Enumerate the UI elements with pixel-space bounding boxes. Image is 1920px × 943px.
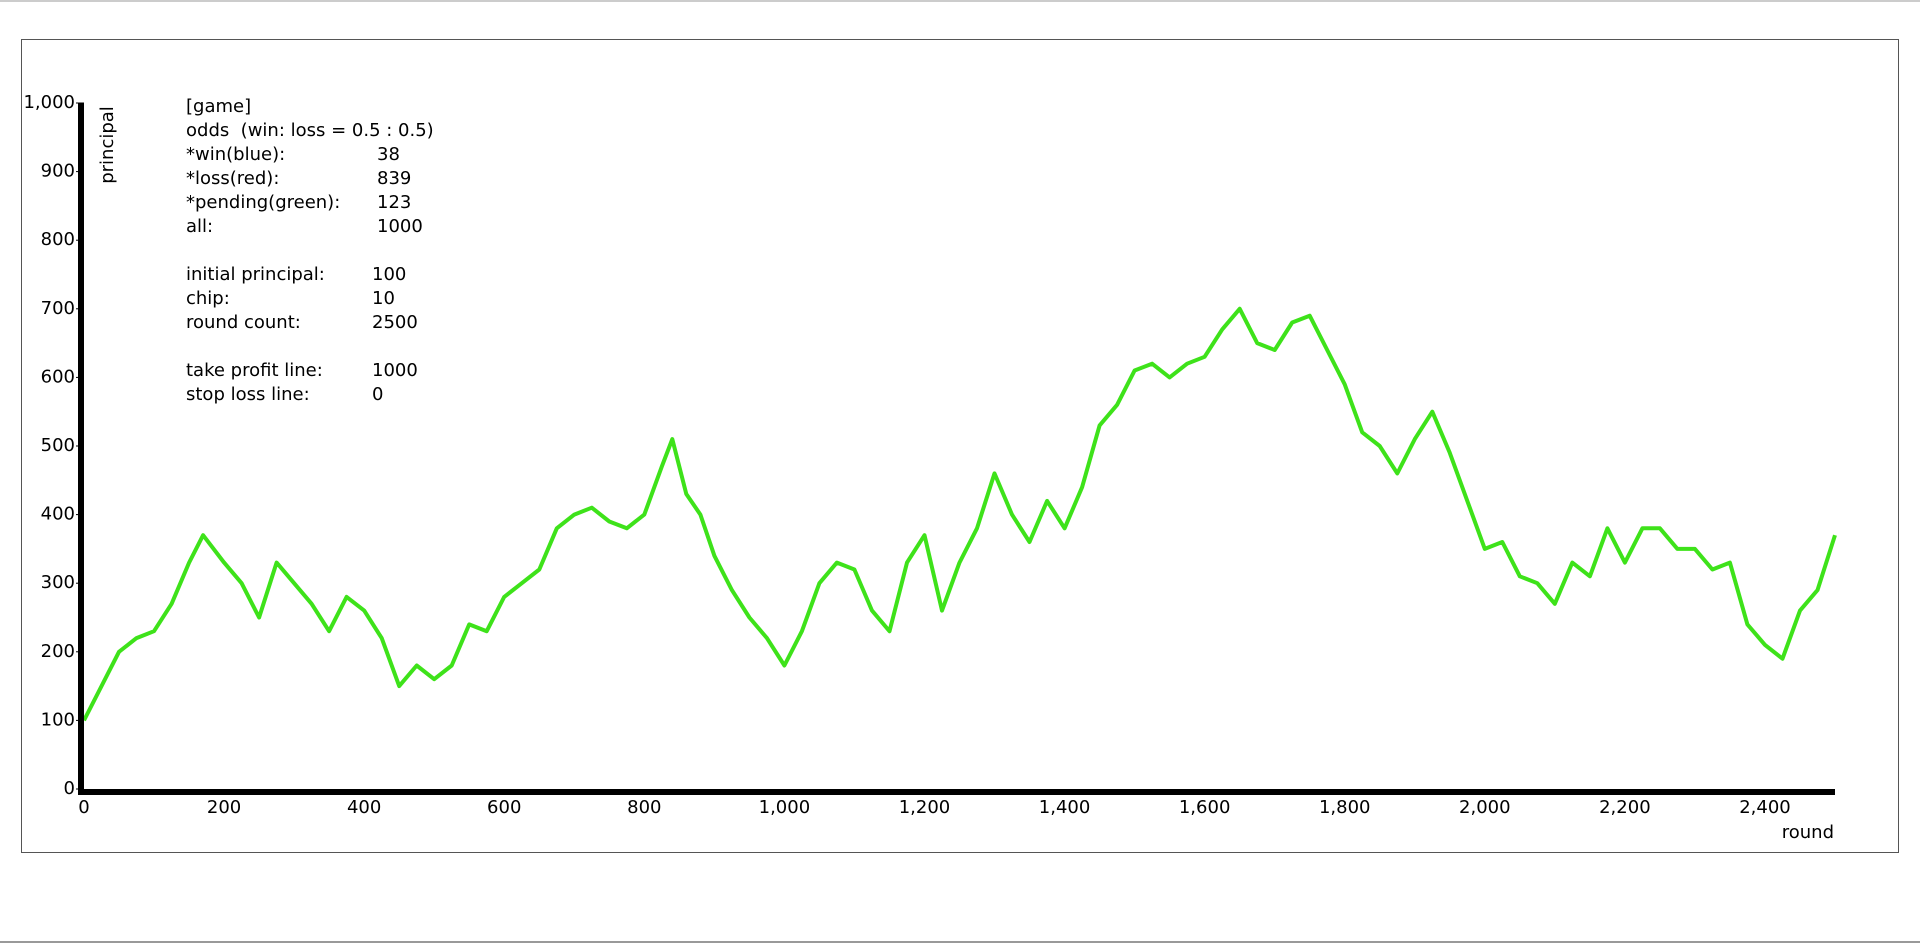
annotation-label: take profit line: [186,360,323,381]
x-tick-label: 0 [78,797,89,818]
x-tick-label: 1,600 [1179,797,1231,818]
x-tick-label: 800 [627,797,661,818]
x-tick-label: 1,400 [1039,797,1091,818]
annotation-label: *pending(green): [186,192,340,213]
y-tick-label: 300 [41,572,75,593]
x-tick-label: 400 [347,797,381,818]
annotation-label: stop loss line: [186,384,310,405]
x-tick-label: 1,800 [1319,797,1371,818]
y-tick-label: 200 [41,641,75,662]
plot-frame [21,39,1899,853]
x-tick-label: 2,400 [1739,797,1791,818]
annotation-label: round count: [186,312,301,333]
y-tick-label: 100 [41,709,75,730]
y-tick-label: 1,000 [23,92,75,113]
x-axis-label: round [1782,822,1834,843]
x-tick-label: 200 [207,797,241,818]
y-tick-label: 0 [64,778,75,799]
annotation-odds: odds (win: loss = 0.5 : 0.5) [186,120,434,141]
annotation-value: 2500 [372,312,418,333]
y-tick-label: 700 [41,298,75,319]
annotation-value: 1000 [377,216,423,237]
annotation-value: 38 [377,144,400,165]
annotation-label: *win(blue): [186,144,285,165]
annotation-label: *loss(red): [186,168,279,189]
y-tick-label: 800 [41,229,75,250]
x-tick-label: 1,000 [759,797,811,818]
y-axis-label: principal [97,106,118,184]
series-line [82,306,1837,722]
annotation-value: 100 [372,264,406,285]
annotation-value: 123 [377,192,411,213]
annotation-label: all: [186,216,213,237]
y-tick-label: 900 [41,161,75,182]
annotation-value: 0 [372,384,383,405]
y-tick-label: 500 [41,435,75,456]
annotation-label: chip: [186,288,230,309]
annotation-value: 1000 [372,360,418,381]
y-tick-label: 400 [41,504,75,525]
annotation-value: 10 [372,288,395,309]
x-tick-label: 2,200 [1599,797,1651,818]
x-tick-label: 600 [487,797,521,818]
y-tick-label: 600 [41,366,75,387]
annotation-value: 839 [377,168,411,189]
annotation-label: initial principal: [186,264,325,285]
x-tick-label: 2,000 [1459,797,1511,818]
x-tick-label: 1,200 [899,797,951,818]
annotation-heading: [game] [186,96,251,117]
